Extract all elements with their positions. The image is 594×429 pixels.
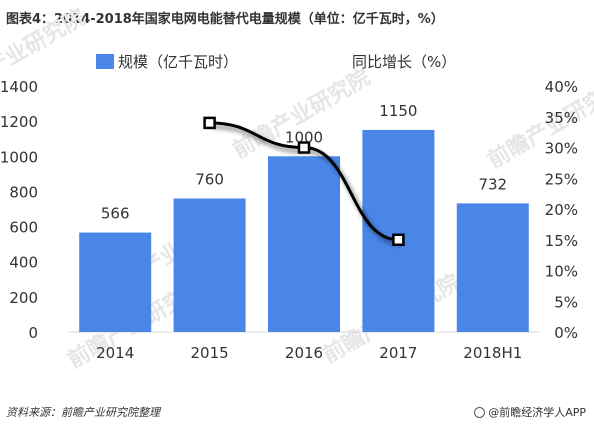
y-left-tick-label: 200 xyxy=(9,289,38,307)
y-right-tick-label: 40% xyxy=(545,78,578,96)
y-right-tick-label: 20% xyxy=(545,201,578,219)
y-left-tick-label: 600 xyxy=(9,219,38,237)
y-left-tick-label: 1000 xyxy=(0,148,38,166)
brand-credit: @前瞻经济学人APP xyxy=(474,404,586,420)
legend-label-bar: 规模（亿千瓦时） xyxy=(118,53,238,71)
bar-data-label: 566 xyxy=(101,205,130,223)
chart-title: 图表4：2014-2018年国家电网电能替代电量规模（单位：亿千瓦时，%） xyxy=(6,12,444,27)
y-right-tick-label: 35% xyxy=(545,109,578,127)
y-right-tick-label: 15% xyxy=(545,232,578,250)
x-tick-label: 2018H1 xyxy=(463,344,522,362)
bar xyxy=(268,156,340,332)
y-right-tick-label: 25% xyxy=(545,170,578,188)
brand-text: @前瞻经济学人APP xyxy=(488,406,586,419)
bar xyxy=(456,203,529,332)
bar xyxy=(362,129,435,332)
bar xyxy=(79,232,152,332)
growth-point xyxy=(297,141,311,154)
y-right-tick-label: 10% xyxy=(545,263,578,281)
source-note: 资料来源：前瞻产业研究院整理 xyxy=(6,406,160,419)
bar-data-label: 1150 xyxy=(379,102,417,120)
y-right-tick-label: 5% xyxy=(554,293,578,311)
growth-point xyxy=(203,116,216,130)
y-left-tick-label: 800 xyxy=(9,183,38,201)
bar-data-label: 1000 xyxy=(285,128,323,146)
legend-label-line: 同比增长（%） xyxy=(352,53,456,71)
x-tick-label: 2014 xyxy=(96,344,134,362)
x-tick-label: 2015 xyxy=(191,344,229,362)
y-left-tick-label: 0 xyxy=(28,324,38,342)
x-tick-label: 2016 xyxy=(285,344,323,362)
growth-point xyxy=(392,233,405,246)
y-left-tick-label: 1200 xyxy=(0,113,38,131)
y-left-tick-label: 1400 xyxy=(0,78,38,96)
legend-swatch-bar xyxy=(96,54,114,69)
y-right-tick-label: 0% xyxy=(554,324,578,342)
x-tick-label: 2017 xyxy=(379,344,417,362)
y-left-tick-label: 400 xyxy=(9,254,38,272)
bar xyxy=(173,198,246,332)
brand-logo-icon xyxy=(474,406,486,418)
y-right-tick-label: 30% xyxy=(545,140,578,158)
bar-data-label: 732 xyxy=(478,175,507,193)
bar-data-label: 760 xyxy=(195,170,224,188)
